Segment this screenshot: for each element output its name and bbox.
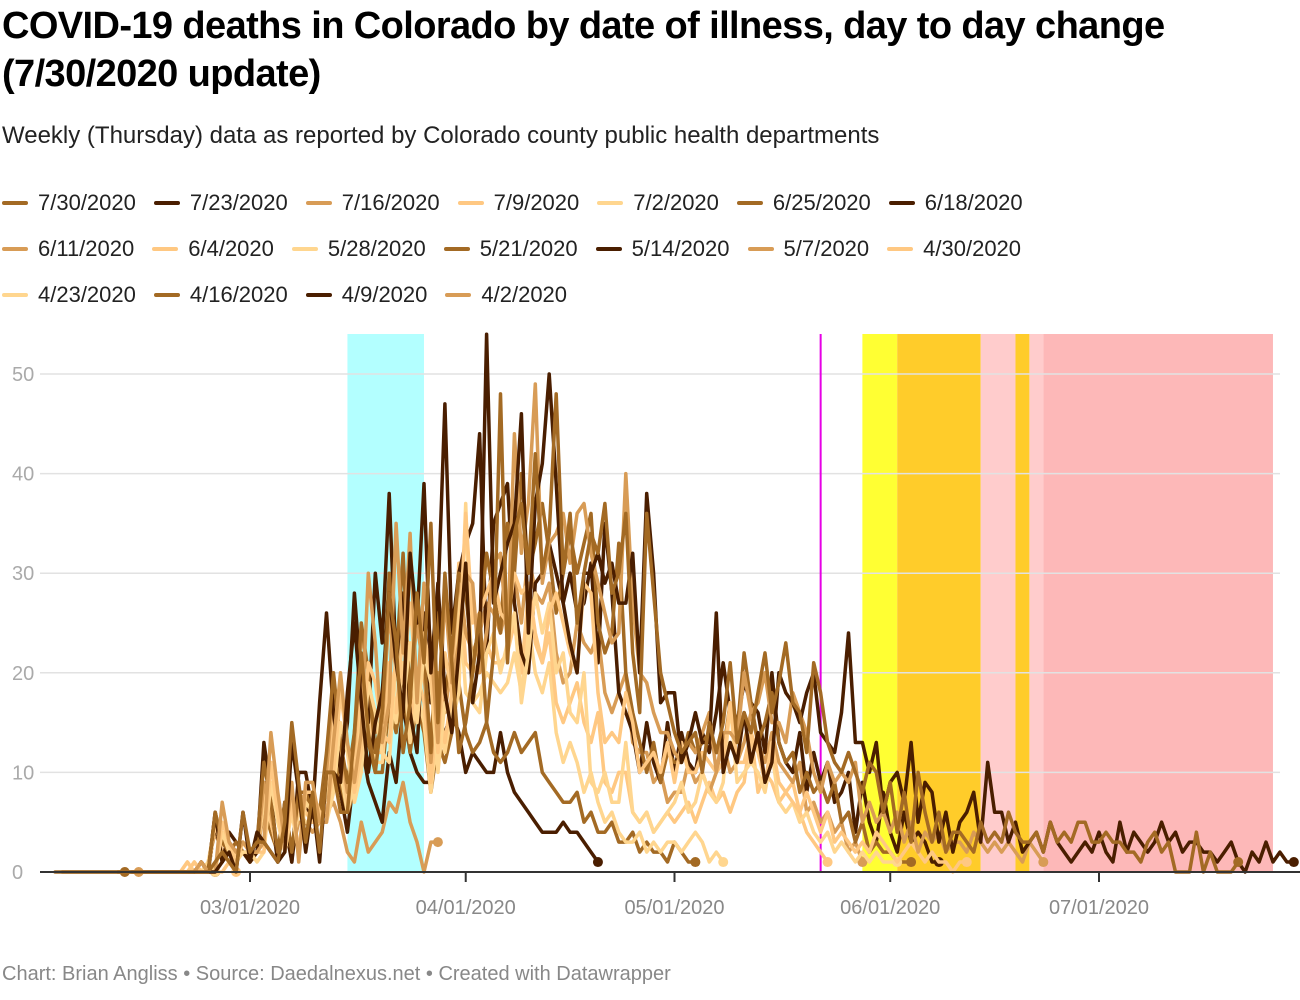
series-end-dot bbox=[906, 857, 917, 868]
legend-swatch bbox=[153, 293, 180, 297]
y-tick-label: 0 bbox=[12, 862, 23, 884]
legend-item: 5/14/2020 bbox=[595, 236, 730, 262]
chart-subtitle: Weekly (Thursday) data as reported by Co… bbox=[2, 122, 880, 149]
legend-item: 7/2/2020 bbox=[597, 190, 719, 216]
legend-label: 5/21/2020 bbox=[479, 236, 578, 261]
highlight-band bbox=[1043, 334, 1273, 872]
legend-label: 4/2/2020 bbox=[481, 282, 568, 307]
legend-label: 6/25/2020 bbox=[772, 190, 871, 215]
legend-label: 7/23/2020 bbox=[189, 190, 288, 215]
legend-item: 6/25/2020 bbox=[736, 190, 871, 216]
legend-label: 6/4/2020 bbox=[188, 236, 274, 261]
legend-swatch bbox=[153, 201, 180, 205]
legend-label: 5/7/2020 bbox=[783, 236, 870, 261]
series-end-dot bbox=[690, 857, 701, 868]
legend-item: 4/2/2020 bbox=[445, 282, 567, 308]
y-tick-label: 30 bbox=[12, 563, 34, 585]
x-tick-label: 06/01/2020 bbox=[840, 897, 940, 919]
chart-area: 0 10 20 30 40 50 03/01/2020 04/01/2020 05/01/202… bbox=[0, 320, 1300, 930]
legend-item: 4/9/2020 bbox=[305, 282, 428, 308]
legend-swatch bbox=[305, 293, 332, 297]
series-end-dot bbox=[1233, 857, 1244, 868]
chart-footer: Chart: Brian Angliss • Source: Daedalnex… bbox=[2, 963, 671, 985]
legend-swatch bbox=[888, 201, 915, 205]
legend-label: 6/11/2020 bbox=[38, 236, 135, 261]
x-tick-label: 03/01/2020 bbox=[200, 897, 300, 919]
series-end-dot bbox=[961, 857, 972, 868]
series-end-dot bbox=[592, 857, 603, 868]
legend-swatch bbox=[443, 247, 470, 251]
legend-item: 6/18/2020 bbox=[888, 190, 1023, 216]
legend-label: 6/18/2020 bbox=[924, 190, 1023, 215]
highlight-band bbox=[1015, 334, 1030, 872]
legend-item: 7/9/2020 bbox=[457, 190, 580, 216]
legend-item: 5/28/2020 bbox=[291, 236, 426, 262]
legend-swatch bbox=[2, 201, 28, 205]
series-end-dot bbox=[1288, 857, 1299, 868]
series-line bbox=[60, 392, 1240, 874]
legend-label: 4/23/2020 bbox=[38, 282, 136, 307]
legend-row: 7/30/2020 7/23/2020 7/16/2020 7/9/2020 7/2/2… bbox=[2, 180, 1292, 226]
legend-label: 5/28/2020 bbox=[327, 236, 426, 261]
legend-item: 7/16/2020 bbox=[305, 190, 440, 216]
legend-swatch bbox=[2, 247, 28, 251]
legend-label: 7/2/2020 bbox=[633, 190, 719, 215]
legend-item: 7/30/2020 bbox=[2, 190, 136, 216]
legend-swatch bbox=[291, 247, 318, 251]
legend-swatch bbox=[2, 293, 28, 297]
legend-swatch bbox=[597, 201, 624, 205]
legend-item: 6/4/2020 bbox=[152, 236, 274, 262]
y-tick-label: 40 bbox=[12, 464, 34, 486]
legend-item: 5/7/2020 bbox=[747, 236, 870, 262]
legend-swatch bbox=[595, 247, 622, 251]
legend-row: 6/11/2020 6/4/2020 5/28/2020 5/21/2020 5/14/… bbox=[2, 226, 1292, 272]
x-tick-label: 05/01/2020 bbox=[624, 897, 724, 919]
x-tick-label: 04/01/2020 bbox=[416, 897, 516, 919]
highlight-band bbox=[1029, 334, 1044, 872]
series-end-dot bbox=[857, 857, 868, 868]
legend-item: 4/30/2020 bbox=[887, 236, 1021, 262]
y-tick-label: 50 bbox=[12, 364, 34, 386]
legend-swatch bbox=[152, 247, 179, 251]
chart-title: COVID-19 deaths in Colorado by date of i… bbox=[2, 5, 1165, 95]
legend: 7/30/2020 7/23/2020 7/16/2020 7/9/2020 7/2/2… bbox=[2, 180, 1292, 318]
legend-item: 6/11/2020 bbox=[2, 236, 134, 262]
legend-label: 5/14/2020 bbox=[631, 236, 730, 261]
legend-label: 4/9/2020 bbox=[341, 282, 428, 307]
y-tick-label: 20 bbox=[12, 663, 34, 685]
x-tick-label: 07/01/2020 bbox=[1049, 897, 1149, 919]
legend-label: 7/9/2020 bbox=[493, 190, 580, 215]
legend-swatch bbox=[445, 293, 472, 297]
legend-swatch bbox=[457, 201, 484, 205]
legend-label: 4/30/2020 bbox=[923, 236, 1022, 261]
series-end-dot bbox=[1038, 857, 1049, 868]
legend-label: 4/16/2020 bbox=[189, 282, 288, 307]
legend-swatch bbox=[305, 201, 332, 205]
legend-label: 7/16/2020 bbox=[341, 190, 440, 215]
series-end-dot bbox=[432, 837, 443, 848]
legend-item: 4/23/2020 bbox=[2, 282, 136, 308]
highlight-band bbox=[897, 334, 981, 872]
legend-swatch bbox=[887, 247, 914, 251]
legend-item: 4/16/2020 bbox=[153, 282, 288, 308]
legend-row: 4/23/2020 4/16/2020 4/9/2020 4/2/2020 bbox=[2, 272, 1292, 318]
legend-item: 7/23/2020 bbox=[153, 190, 288, 216]
series-line bbox=[192, 402, 941, 874]
line-chart: 0 10 20 30 40 50 03/01/2020 04/01/2020 05/01/202… bbox=[12, 332, 1300, 919]
legend-swatch bbox=[747, 247, 774, 251]
series-end-dot bbox=[822, 857, 833, 868]
legend-label: 7/30/2020 bbox=[38, 190, 136, 215]
legend-item: 5/21/2020 bbox=[443, 236, 578, 262]
series-end-dot bbox=[718, 857, 729, 868]
legend-swatch bbox=[736, 201, 763, 205]
y-tick-label: 10 bbox=[12, 762, 34, 784]
